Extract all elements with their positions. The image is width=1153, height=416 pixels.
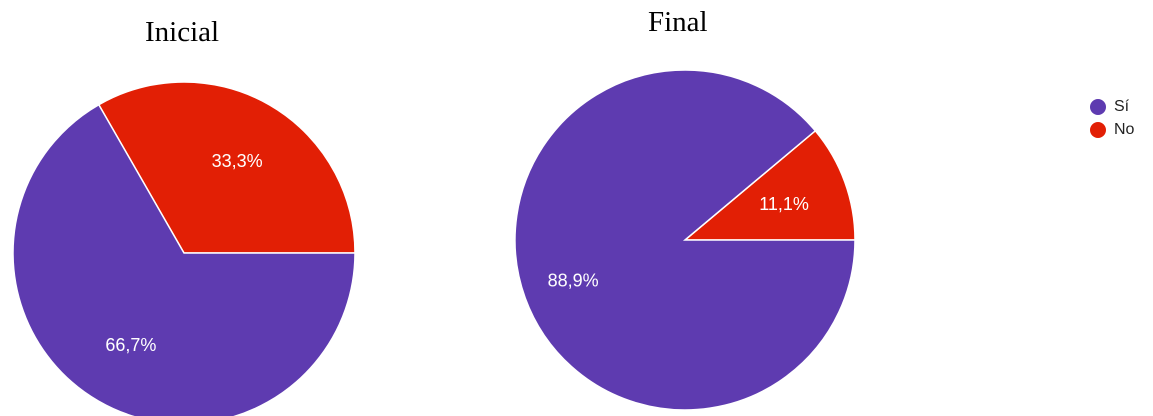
pie-label-final-si: 88,9%: [548, 271, 599, 291]
pie-slice-final-no[interactable]: [682, 129, 856, 241]
pie-slice-inicial-no[interactable]: [97, 81, 356, 254]
pie-label-inicial-no: 33,3%: [212, 151, 263, 171]
chart-title-inicial: Inicial: [145, 16, 220, 48]
legend: Sí No: [1090, 95, 1134, 141]
legend-label-no: No: [1114, 120, 1135, 138]
pie-label-inicial-si: 66,7%: [105, 335, 156, 355]
pie-slice-inicial-si[interactable]: [12, 103, 356, 416]
pie-slice-final-si[interactable]: [514, 69, 856, 411]
legend-swatch-si: [1090, 98, 1106, 115]
chart-title-final: Final: [648, 6, 708, 38]
legend-item-si[interactable]: Sí: [1090, 95, 1134, 118]
legend-item-no[interactable]: No: [1090, 118, 1134, 141]
legend-label-si: Sí: [1114, 97, 1130, 115]
pie-label-final-no: 11,1%: [759, 194, 809, 214]
legend-swatch-no: [1090, 121, 1106, 138]
